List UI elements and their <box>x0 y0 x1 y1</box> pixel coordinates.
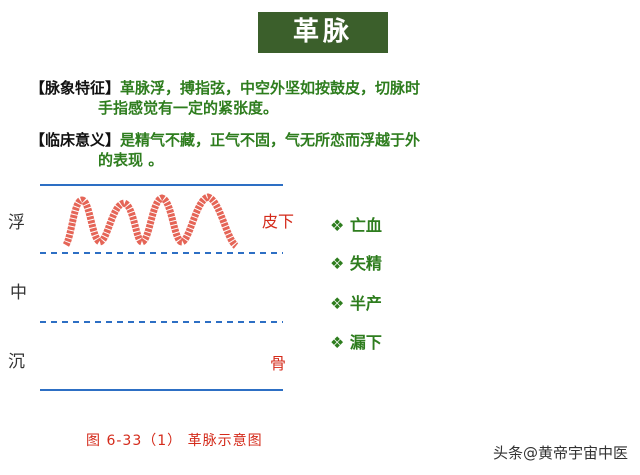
section-text: 手指感觉有一定的紧张度。 <box>98 99 279 117</box>
feature-section: 【脉象特征】革脉浮，搏指弦，中空外坚如按鼓皮，切脉时 手指感觉有一定的紧张度。 <box>30 78 420 118</box>
watermark: 头条@黄帝宇宙中医 <box>492 444 628 462</box>
pulse-wave <box>62 193 239 249</box>
bullet: ❖ 漏下 <box>330 333 382 352</box>
bullet: ❖ 失精 <box>330 254 382 273</box>
bullet: ❖ 亡血 <box>330 216 382 235</box>
bullet: ❖ 半产 <box>330 294 382 313</box>
level-label: 浮 <box>8 213 25 233</box>
section-text: 的表现 。 <box>98 151 164 169</box>
meaning-section: 【临床意义】是精气不藏，正气不固，气无所恋而浮越于外 的表现 。 <box>30 130 420 170</box>
skin-label: 皮下 <box>262 212 295 231</box>
section-text: 革脉浮，搏指弦，中空外坚如按鼓皮，切脉时 <box>120 79 421 97</box>
section-text: 是精气不藏，正气不固，气无所恋而浮越于外 <box>120 131 421 149</box>
section-label: 【临床意义】 <box>30 131 121 149</box>
level-label: 沉 <box>8 352 25 372</box>
section-label: 【脉象特征】 <box>30 79 121 97</box>
caption: 图 6-33（1） 革脉示意图 <box>86 433 263 449</box>
bone-label: 骨 <box>270 354 287 373</box>
level-label: 中 <box>10 283 27 303</box>
title: 革脉 <box>258 12 388 53</box>
